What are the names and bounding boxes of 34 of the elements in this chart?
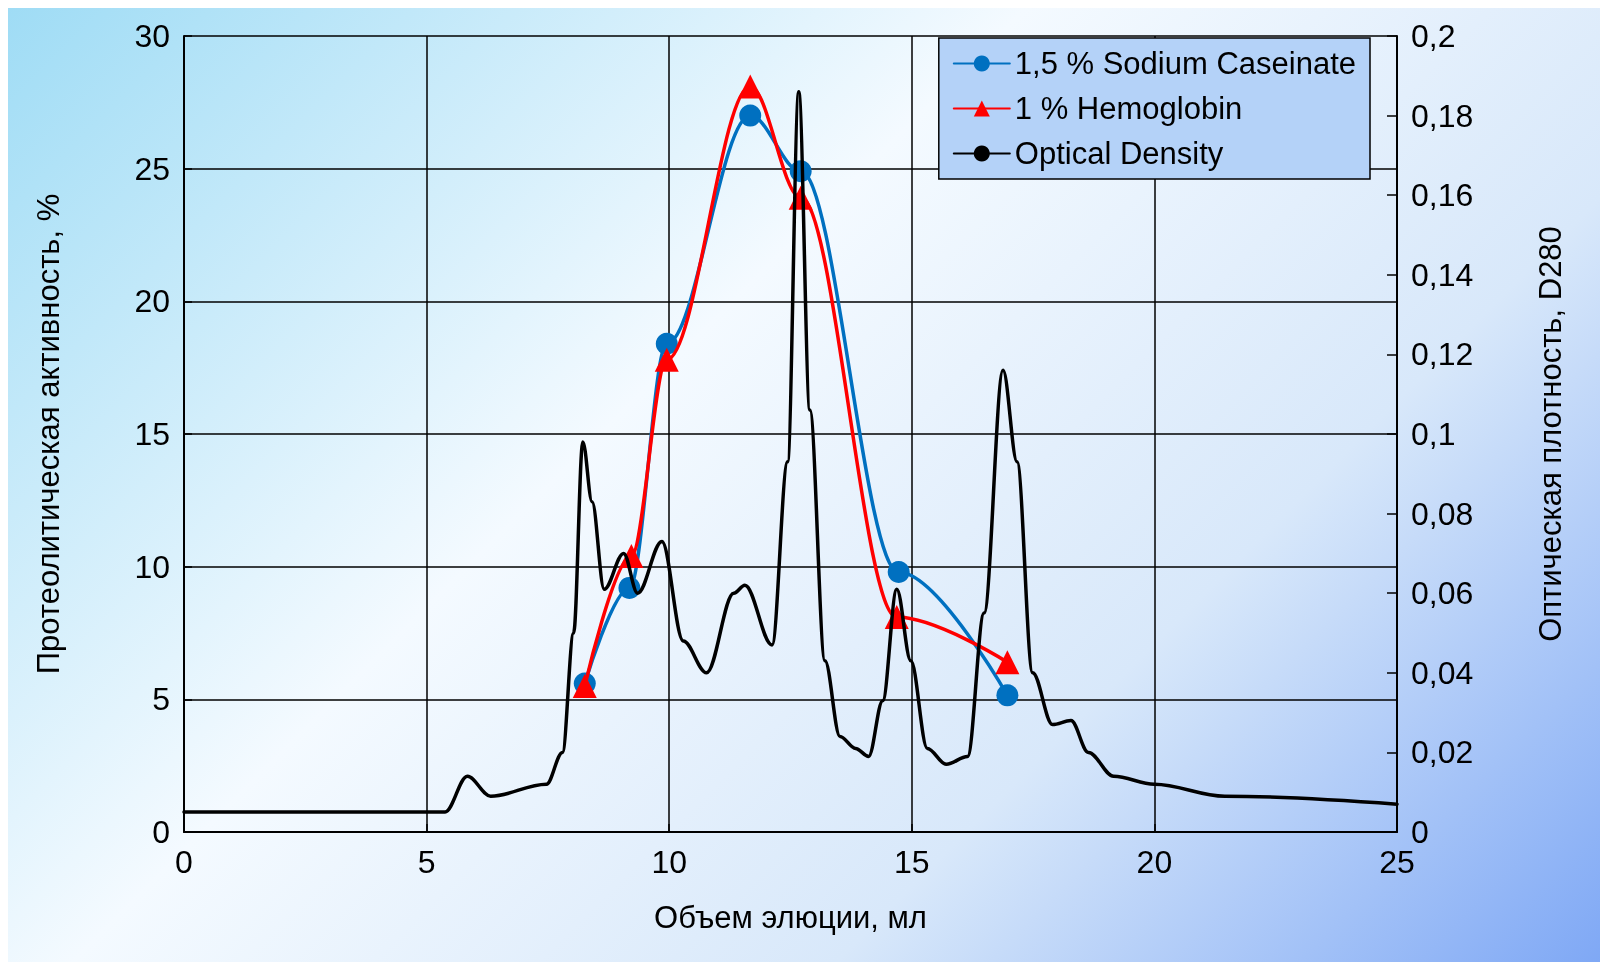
y2-tick-label: 0,12 bbox=[1411, 336, 1474, 373]
point bbox=[738, 74, 763, 99]
y2-tick-label: 0,04 bbox=[1411, 654, 1474, 691]
y2-axis-title: Оптическая плотность, D280 bbox=[1533, 226, 1568, 642]
y2-tick-label: 0,1 bbox=[1411, 416, 1456, 452]
y2-tick-label: 0,02 bbox=[1411, 734, 1474, 771]
y2-tick-label: 0,2 bbox=[1411, 18, 1456, 54]
x-tick-label: 15 bbox=[894, 844, 930, 880]
point bbox=[887, 560, 910, 583]
x-tick-label: 5 bbox=[417, 844, 436, 880]
legend-label: Optical Density bbox=[1014, 136, 1224, 171]
y-tick-label: 0 bbox=[152, 814, 170, 850]
y2-tick-label: 0,16 bbox=[1411, 177, 1474, 214]
y2-tick-label: 0,08 bbox=[1411, 495, 1474, 532]
y-tick-label: 5 bbox=[152, 681, 170, 718]
x-axis-title: Объем элюции, мл bbox=[654, 900, 927, 935]
y2-tick-label: 0,14 bbox=[1411, 256, 1474, 293]
point bbox=[654, 347, 679, 372]
point bbox=[996, 684, 1019, 707]
y-tick-label: 30 bbox=[134, 18, 170, 54]
y2-tick-label: 0,18 bbox=[1411, 97, 1474, 134]
legend-label: 1 % Hemoglobin bbox=[1014, 91, 1243, 126]
y-tick-label: 10 bbox=[134, 548, 170, 585]
x-tick-label: 10 bbox=[651, 844, 687, 880]
legend-label: 1,5 % Sodium Caseinate bbox=[1014, 46, 1357, 81]
y-axis-title: Протеолитическая активность, % bbox=[31, 193, 66, 675]
point bbox=[739, 104, 762, 127]
y-tick-label: 25 bbox=[134, 150, 170, 187]
y2-tick-label: 0,06 bbox=[1411, 575, 1474, 612]
y-tick-label: 15 bbox=[134, 416, 170, 452]
x-tick-label: 0 bbox=[175, 844, 193, 880]
point bbox=[995, 650, 1020, 675]
y-tick-label: 20 bbox=[134, 283, 170, 320]
x-tick-label: 20 bbox=[1136, 844, 1173, 880]
